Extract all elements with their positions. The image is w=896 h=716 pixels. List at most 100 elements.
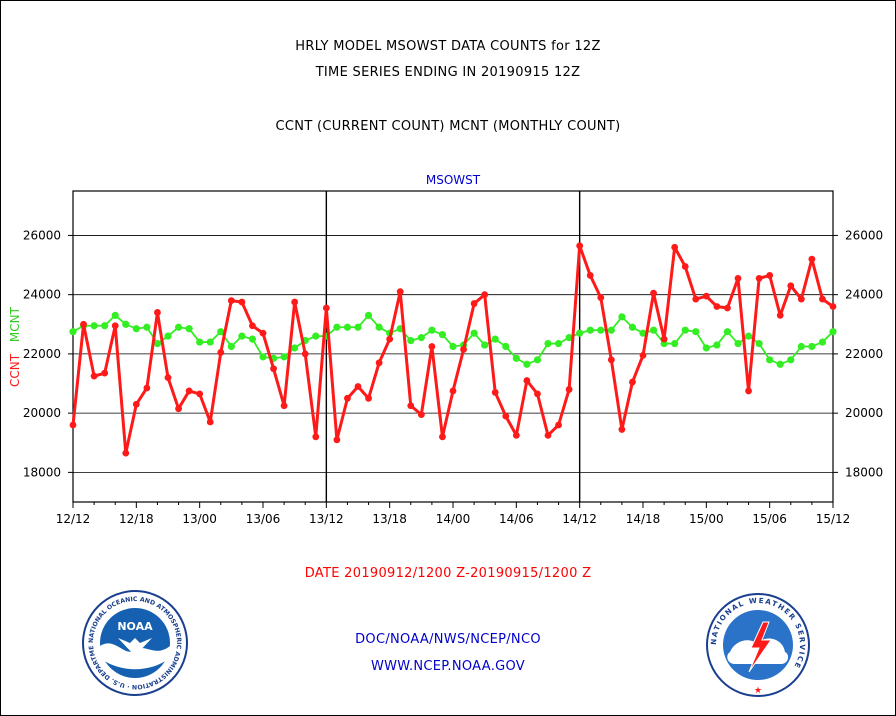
ccnt-point xyxy=(660,335,668,343)
ccnt-point xyxy=(544,431,552,439)
mcnt-point xyxy=(554,339,563,348)
mcnt-point xyxy=(512,354,520,362)
ccnt-point xyxy=(90,372,98,380)
mcnt-point xyxy=(132,325,140,333)
ccnt-point xyxy=(154,309,161,316)
mcnt-point xyxy=(734,339,742,348)
ccnt-point xyxy=(291,298,299,306)
ccnt-point xyxy=(396,288,404,296)
mcnt-point xyxy=(787,356,795,364)
ccnt-point xyxy=(629,378,636,386)
mcnt-point xyxy=(227,342,235,351)
y-label-ccnt: CCNT xyxy=(8,353,22,387)
ccnt-point xyxy=(512,431,520,439)
ccnt-point xyxy=(523,377,531,384)
ccnt-point xyxy=(227,297,235,304)
mcnt-point xyxy=(90,322,98,330)
ccnt-point xyxy=(470,300,478,307)
title-line-1: HRLY MODEL MSOWST DATA COUNTS for 12Z xyxy=(295,39,601,54)
ccnt-point xyxy=(597,294,605,302)
mcnt-point xyxy=(101,322,109,330)
ccnt-point xyxy=(819,295,826,303)
mcnt-point xyxy=(523,360,531,368)
ccnt-point xyxy=(365,394,372,402)
axis-ticks: 18000 18000 20000 20000 22000 22000 24000 24000… xyxy=(23,228,883,526)
ccnt-point xyxy=(175,405,182,413)
chart-title: MSOWST xyxy=(426,173,481,187)
time-series-chart: 18000 18000 20000 20000 22000 22000 24000 24000… xyxy=(8,173,883,526)
mcnt-point xyxy=(713,341,721,349)
ccnt-point xyxy=(481,291,489,299)
org-link[interactable]: DOC/NOAA/NWS/NCEP/NCO xyxy=(355,632,541,647)
x-tick-label: 15/00 xyxy=(689,512,724,526)
mcnt-point xyxy=(143,323,151,331)
ccnt-point xyxy=(270,365,277,373)
mcnt-point xyxy=(407,336,415,345)
mcnt-point xyxy=(744,332,753,340)
mcnt-point xyxy=(428,326,436,334)
ccnt-point xyxy=(681,263,689,270)
mcnt-point xyxy=(618,313,626,321)
ccnt-point xyxy=(671,243,679,251)
mcnt-point xyxy=(723,328,732,336)
mcnt-point xyxy=(354,323,362,331)
mcnt-point xyxy=(671,339,679,348)
ccnt-point xyxy=(386,335,394,343)
mcnt-point xyxy=(597,326,605,334)
x-tick-label: 13/00 xyxy=(182,512,217,526)
series-mcnt xyxy=(69,311,837,368)
y-tick-label-right: 18000 xyxy=(845,465,883,479)
ccnt-point xyxy=(217,349,225,356)
noaa-logo: NOAA NATIONAL OCEANIC AND ATMOSPHERIC AD… xyxy=(80,588,188,696)
y-tick-label-left: 22000 xyxy=(23,347,61,361)
ccnt-point xyxy=(534,390,541,398)
ccnt-point xyxy=(639,351,647,359)
mcnt-point xyxy=(259,353,267,361)
x-tick-label: 15/12 xyxy=(816,512,851,526)
mcnt-point xyxy=(544,339,552,348)
ccnt-point xyxy=(407,402,415,410)
ccnt-point xyxy=(417,411,425,419)
svg-text:CCNT MCNT: CCNT MCNT xyxy=(8,306,22,387)
mcnt-point xyxy=(607,326,615,334)
y-label-mcnt: MCNT xyxy=(8,306,22,342)
ccnt-point xyxy=(312,433,320,441)
ccnt-point xyxy=(80,320,87,328)
mcnt-point xyxy=(185,325,193,333)
ccnt-point xyxy=(491,389,499,396)
ccnt-point xyxy=(428,343,436,350)
mcnt-point xyxy=(438,331,447,339)
title-line-2: TIME SERIES ENDING IN 20190915 12Z xyxy=(315,65,581,80)
ccnt-point xyxy=(692,295,700,303)
title-line-3: CCNT (CURRENT COUNT) MCNT (MONTHLY COUNT… xyxy=(275,119,621,134)
mcnt-point xyxy=(681,326,689,334)
ccnt-point xyxy=(829,303,837,310)
ccnt-point xyxy=(185,387,193,395)
ccnt-point xyxy=(354,383,362,390)
ccnt-point xyxy=(755,274,763,282)
mcnt-point xyxy=(565,334,573,342)
mcnt-point xyxy=(364,311,373,319)
series-ccnt xyxy=(69,242,837,457)
x-tick-label: 14/18 xyxy=(626,512,661,526)
ccnt-point xyxy=(502,412,510,420)
date-range: DATE 20190912/1200 Z-20190915/1200 Z xyxy=(304,566,592,581)
ccnt-point xyxy=(344,394,351,402)
mcnt-point xyxy=(343,323,352,331)
mcnt-point xyxy=(649,326,658,334)
ccnt-point xyxy=(797,295,805,303)
ccnt-point xyxy=(460,346,467,353)
x-tick-label: 12/18 xyxy=(119,512,154,526)
ccnt-point xyxy=(101,369,109,377)
url-link[interactable]: WWW.NCEP.NOAA.GOV xyxy=(370,659,526,674)
mcnt-point xyxy=(449,342,457,351)
mcnt-point xyxy=(312,332,320,340)
y-tick-label-left: 20000 xyxy=(23,406,61,420)
ccnt-point xyxy=(724,304,731,312)
mcnt-point xyxy=(491,335,499,343)
mcnt-point xyxy=(217,328,225,336)
ccnt-point xyxy=(164,374,172,381)
mcnt-point xyxy=(238,332,246,340)
ccnt-point xyxy=(333,436,341,444)
mcnt-point xyxy=(692,328,700,336)
